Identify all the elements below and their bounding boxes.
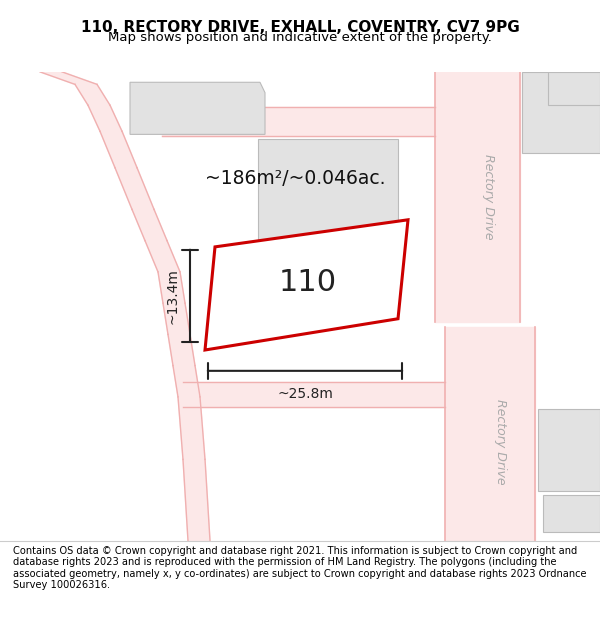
Text: Rectory Drive: Rectory Drive (482, 154, 494, 239)
Text: ~13.4m: ~13.4m (166, 268, 180, 324)
Polygon shape (183, 382, 445, 408)
Bar (538, 409, 600, 491)
Polygon shape (40, 72, 210, 541)
Polygon shape (130, 82, 265, 134)
Bar (543, 495, 600, 532)
Bar (548, 72, 600, 105)
Text: Rectory Drive: Rectory Drive (493, 399, 506, 484)
Polygon shape (435, 72, 520, 322)
Bar (522, 72, 600, 153)
Polygon shape (162, 107, 435, 136)
Bar (258, 139, 398, 251)
Text: 110, RECTORY DRIVE, EXHALL, COVENTRY, CV7 9PG: 110, RECTORY DRIVE, EXHALL, COVENTRY, CV… (80, 20, 520, 35)
Text: Map shows position and indicative extent of the property.: Map shows position and indicative extent… (108, 31, 492, 44)
Text: ~186m²/~0.046ac.: ~186m²/~0.046ac. (205, 169, 385, 187)
Text: ~25.8m: ~25.8m (277, 388, 333, 401)
Text: 110: 110 (279, 268, 337, 297)
Polygon shape (205, 220, 408, 350)
Polygon shape (445, 327, 535, 541)
Text: Contains OS data © Crown copyright and database right 2021. This information is : Contains OS data © Crown copyright and d… (13, 546, 587, 591)
